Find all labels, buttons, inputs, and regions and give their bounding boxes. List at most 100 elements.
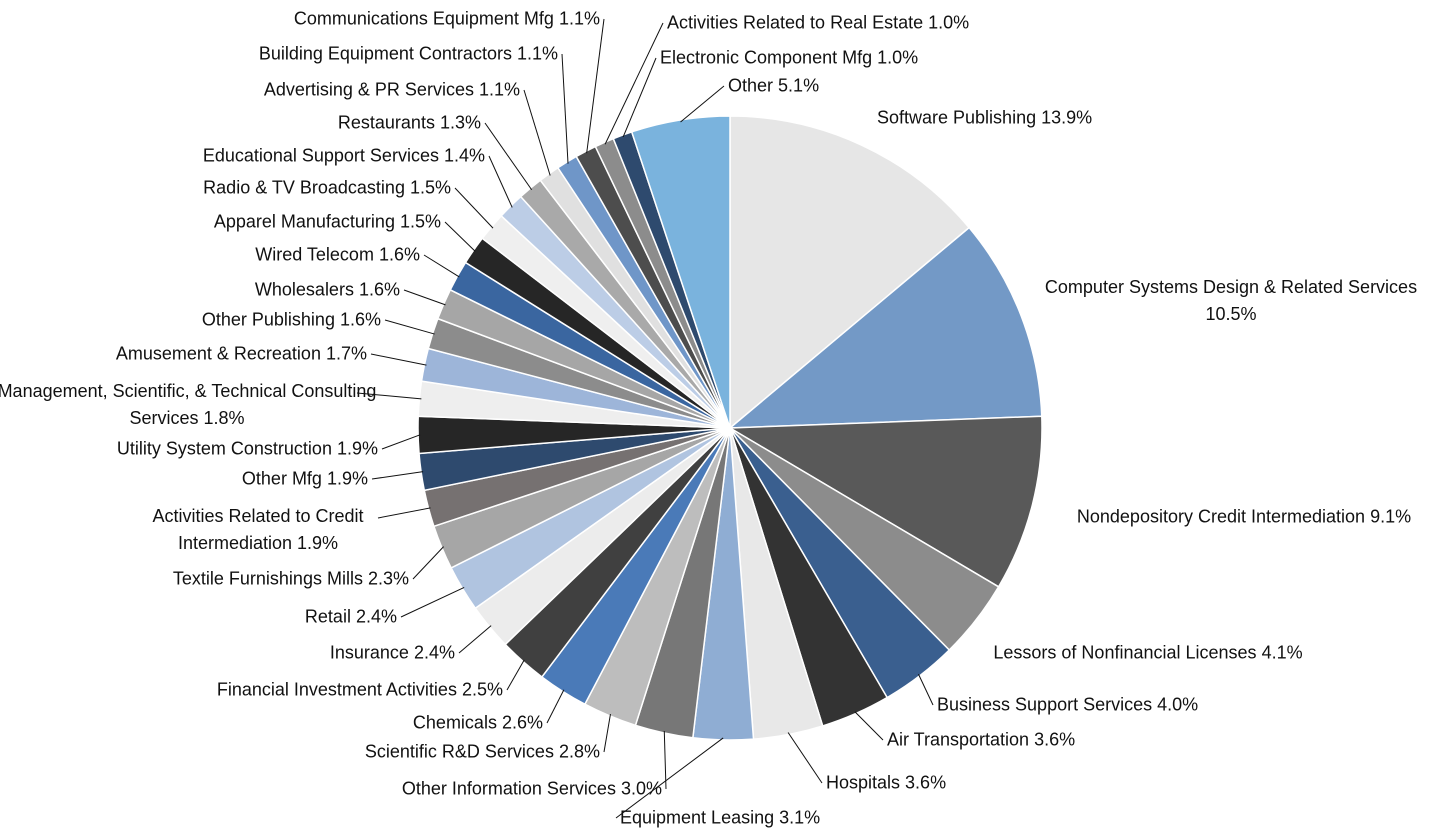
category-name: Lessors of Nonfinancial Licenses xyxy=(993,642,1257,663)
slice-label: Nondepository Credit Intermediation 9.1% xyxy=(1049,504,1439,531)
slice-label: Activities Related to Real Estate 1.0% xyxy=(667,10,969,37)
category-name: Educational Support Services xyxy=(202,145,439,166)
category-name: Insurance xyxy=(329,642,409,663)
category-name: Nondepository Credit Intermediation xyxy=(1076,506,1366,527)
value-label: 1.6% xyxy=(339,309,381,330)
slice-label: Wired Telecom 1.6% xyxy=(255,242,420,269)
pie-slice xyxy=(729,115,971,430)
leader-line xyxy=(377,507,431,519)
leader-line xyxy=(615,737,724,819)
value-label: 2.3% xyxy=(367,568,409,589)
slice-label: Wholesalers 1.6% xyxy=(255,277,400,304)
category-name: Advertising & PR Services xyxy=(263,79,474,100)
category-name: Electronic Component Mfg xyxy=(660,47,873,68)
leader-line xyxy=(403,289,446,306)
value-label: 3.1% xyxy=(779,807,821,828)
value-label: 1.3% xyxy=(439,112,481,133)
category-name: Software Publishing xyxy=(877,107,1037,128)
slice-label: Amusement & Recreation 1.7% xyxy=(116,341,367,368)
category-name: Building Equipment Contractors xyxy=(258,43,512,64)
category-name: Retail xyxy=(304,606,351,627)
slice-label: Air Transportation 3.6% xyxy=(887,727,1075,754)
value-label: 10.5% xyxy=(1205,304,1257,324)
value-label: 13.9% xyxy=(1041,107,1093,128)
value-label: 1.6% xyxy=(358,279,400,300)
value-label: 1.1% xyxy=(516,43,558,64)
leader-line xyxy=(412,546,444,580)
value-label: 1.7% xyxy=(325,343,367,364)
slice-label: Equipment Leasing 3.1% xyxy=(620,805,820,832)
leader-line xyxy=(506,659,525,691)
category-name: Amusement & Recreation xyxy=(115,343,321,364)
slice-label: Business Support Services 4.0% xyxy=(937,692,1198,719)
value-label: 4.0% xyxy=(1157,694,1199,715)
leader-line xyxy=(384,319,435,335)
leader-line xyxy=(488,155,513,208)
value-label: 2.4% xyxy=(413,642,455,663)
leader-line xyxy=(523,89,551,176)
leader-line xyxy=(423,254,460,278)
leader-line xyxy=(586,18,605,154)
value-label: 1.0% xyxy=(877,47,919,68)
category-name: Equipment Leasing xyxy=(620,807,775,828)
slice-label: Software Publishing 13.9% xyxy=(877,105,1092,132)
category-name: Activities Related to Credit Intermediat… xyxy=(152,506,364,553)
category-name: Radio & TV Broadcasting xyxy=(203,177,405,198)
leader-line xyxy=(370,353,427,366)
slice-label: Management, Scientific, & Technical Cons… xyxy=(0,378,377,432)
category-name: Computer Systems Design & Related Servic… xyxy=(1044,277,1418,297)
pie-slice xyxy=(727,226,1043,429)
leader-line xyxy=(604,22,664,145)
category-name: Other Publishing xyxy=(201,309,335,330)
pie-slice xyxy=(630,115,731,429)
value-label: 4.1% xyxy=(1261,642,1303,663)
category-name: Communications Equipment Mfg xyxy=(293,8,554,29)
category-name: Textile Furnishings Mills xyxy=(172,568,363,589)
leader-line xyxy=(458,625,492,654)
leader-line xyxy=(444,221,476,252)
value-label: 1.8% xyxy=(203,408,245,428)
value-label: 1.5% xyxy=(409,177,451,198)
value-label: 1.9% xyxy=(297,533,339,553)
category-name: Wired Telecom xyxy=(255,244,374,265)
value-label: 1.5% xyxy=(399,211,441,232)
category-name: Utility System Construction xyxy=(116,438,332,459)
leader-line xyxy=(561,53,569,164)
category-name: Management, Scientific, & Technical Cons… xyxy=(0,381,377,428)
leader-line xyxy=(371,471,424,480)
value-label: 2.4% xyxy=(355,606,397,627)
leader-line xyxy=(787,732,823,784)
slice-label: Lessors of Nonfinancial Licenses 4.1% xyxy=(993,640,1303,667)
category-name: Apparel Manufacturing xyxy=(213,211,395,232)
slice-label: Electronic Component Mfg 1.0% xyxy=(660,45,918,72)
value-label: 1.9% xyxy=(336,438,378,459)
leader-line xyxy=(356,392,422,400)
slice-label: Radio & TV Broadcasting 1.5% xyxy=(203,175,451,202)
slice-label: Educational Support Services 1.4% xyxy=(203,143,485,170)
slice-label: Building Equipment Contractors 1.1% xyxy=(259,41,558,68)
slice-label: Scientific R&D Services 2.8% xyxy=(365,739,600,766)
value-label: 9.1% xyxy=(1370,506,1412,527)
leader-line xyxy=(454,187,494,229)
slice-label: Apparel Manufacturing 1.5% xyxy=(214,209,441,236)
slice-label: Other 5.1% xyxy=(728,73,819,100)
category-name: Restaurants xyxy=(337,112,435,133)
value-label: 2.8% xyxy=(558,741,600,762)
slice-label: Advertising & PR Services 1.1% xyxy=(264,77,520,104)
category-name: Other Information Services xyxy=(401,778,616,799)
value-label: 2.5% xyxy=(461,679,503,700)
slice-label: Other Publishing 1.6% xyxy=(202,307,381,334)
leader-line xyxy=(663,730,667,790)
slice-label: Insurance 2.4% xyxy=(330,640,455,667)
leader-line xyxy=(484,122,533,191)
value-label: 5.1% xyxy=(778,75,820,96)
leader-line xyxy=(622,57,657,138)
leader-line xyxy=(546,689,565,724)
value-label: 1.9% xyxy=(326,468,368,489)
category-name: Business Support Services xyxy=(937,694,1153,715)
value-label: 3.6% xyxy=(905,772,947,793)
leader-line xyxy=(400,587,465,618)
value-label: 3.6% xyxy=(1034,729,1076,750)
slice-label: Financial Investment Activities 2.5% xyxy=(217,677,503,704)
